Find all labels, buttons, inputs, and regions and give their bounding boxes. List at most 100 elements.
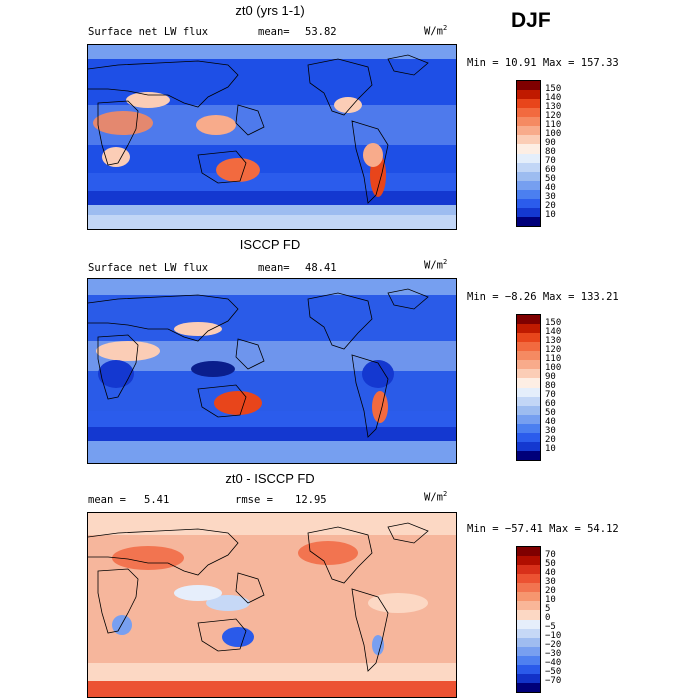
colorbar-cell — [517, 628, 540, 638]
colorbar-tick-label: 110 — [545, 119, 562, 130]
colorbar-cell — [517, 619, 540, 629]
colorbar-tick-label: 40 — [545, 183, 556, 194]
colorbar-tick-label: 100 — [545, 128, 562, 139]
colorbar-cell — [517, 682, 540, 692]
colorbar-cell — [517, 135, 540, 145]
colorbar-cell — [517, 450, 540, 460]
colorbar-cell — [517, 162, 540, 172]
colorbar-cell — [517, 126, 540, 136]
colorbar-tick-label: 10 — [545, 444, 556, 455]
panel-3-mean-value: 5.41 — [144, 494, 170, 506]
colorbar-cell — [517, 664, 540, 674]
colorbar-cell — [517, 153, 540, 163]
colorbar-cell — [517, 646, 540, 656]
panel-3-rmse-label: rmse = — [235, 494, 273, 506]
panel-1-mean-label: mean= — [258, 26, 290, 38]
colorbar-cell — [517, 583, 540, 593]
colorbar-tick-label: 40 — [545, 417, 556, 428]
colorbar-tick-label: 130 — [545, 335, 562, 346]
panel-3-units: W/m2 — [424, 490, 448, 504]
colorbar-cell — [517, 556, 540, 566]
colorbar-cell — [517, 144, 540, 154]
colorbar-tick-label: 150 — [545, 317, 562, 328]
colorbar-tick-label: 130 — [545, 101, 562, 112]
colorbar-tick-label: 80 — [545, 381, 556, 391]
colorbar-cell — [517, 441, 540, 451]
colorbar-cell — [517, 207, 540, 217]
colorbar-tick-label: 40 — [545, 567, 556, 578]
colorbar-cell — [517, 216, 540, 226]
panel-1-minmax: Min = 10.91 Max = 157.33 — [467, 57, 619, 69]
colorbar-cell — [517, 90, 540, 100]
colorbar-cell — [517, 171, 540, 181]
colorbar-cell — [517, 565, 540, 575]
colorbar-cell — [517, 396, 540, 406]
panel-3-colorbar — [516, 546, 541, 693]
colorbar-cell — [517, 405, 540, 415]
panel-1-colorbar — [516, 80, 541, 227]
panel-2-mean-label: mean= — [258, 262, 290, 274]
colorbar-cell — [517, 601, 540, 611]
colorbar-tick-label: 80 — [545, 147, 556, 157]
colorbar-cell — [517, 610, 540, 620]
colorbar-cell — [517, 547, 540, 557]
panel-3-title: zt0 - ISCCP FD — [225, 471, 315, 486]
panel-1-map — [87, 44, 457, 230]
colorbar-cell — [517, 342, 540, 352]
panel-2-variable-label: Surface net LW flux — [88, 262, 209, 274]
colorbar-cell — [517, 673, 540, 683]
colorbar-tick-label: 150 — [545, 83, 562, 94]
panel-1-variable-label: Surface net LW flux — [88, 26, 209, 38]
colorbar-tick-label: −20 — [545, 640, 562, 651]
colorbar-cell — [517, 81, 540, 91]
colorbar-tick-label: 20 — [545, 585, 556, 596]
colorbar-tick-label: 20 — [545, 201, 556, 212]
colorbar-tick-label: −50 — [545, 667, 562, 678]
colorbar-cell — [517, 655, 540, 665]
colorbar-cell — [517, 574, 540, 584]
colorbar-tick-label: 50 — [545, 174, 556, 185]
colorbar-tick-label: 140 — [545, 92, 562, 103]
colorbar-cell — [517, 592, 540, 602]
colorbar-tick-label: 90 — [545, 371, 556, 382]
colorbar-tick-label: 140 — [545, 326, 562, 337]
colorbar-cell — [517, 108, 540, 118]
colorbar-cell — [517, 351, 540, 361]
colorbar-tick-label: 10 — [545, 210, 556, 221]
colorbar-cell — [517, 369, 540, 379]
colorbar-tick-label: 50 — [545, 558, 556, 569]
panel-2-colorbar — [516, 314, 541, 461]
colorbar-cell — [517, 99, 540, 109]
panel-3-minmax: Min = −57.41 Max = 54.12 — [467, 523, 619, 535]
colorbar-tick-label: 60 — [545, 399, 556, 410]
colorbar-tick-label: 90 — [545, 137, 556, 148]
panel-3-rmse-value: 12.95 — [295, 494, 327, 506]
panel-2-title: ISCCP FD — [239, 237, 301, 252]
panel-3-mean-label: mean = — [88, 494, 126, 506]
colorbar-tick-label: 70 — [545, 156, 556, 167]
colorbar-tick-label: 110 — [545, 353, 562, 364]
colorbar-tick-label: −70 — [545, 676, 562, 687]
colorbar-cell — [517, 180, 540, 190]
colorbar-cell — [517, 414, 540, 424]
colorbar-tick-label: 120 — [545, 344, 562, 355]
colorbar-cell — [517, 360, 540, 370]
colorbar-tick-label: 60 — [545, 165, 556, 176]
colorbar-cell — [517, 637, 540, 647]
colorbar-cell — [517, 423, 540, 433]
colorbar-tick-label: 0 — [545, 613, 551, 623]
panel-1-units: W/m2 — [424, 24, 448, 38]
colorbar-tick-label: 50 — [545, 408, 556, 419]
panel-2-map — [87, 278, 457, 464]
colorbar-tick-label: 30 — [545, 192, 556, 203]
colorbar-cell — [517, 315, 540, 325]
colorbar-tick-label: 30 — [545, 576, 556, 587]
panel-2-minmax: Min = −8.26 Max = 133.21 — [467, 291, 619, 303]
colorbar-tick-label: 20 — [545, 435, 556, 446]
colorbar-tick-label: −30 — [545, 649, 562, 660]
colorbar-tick-label: −40 — [545, 658, 562, 669]
colorbar-tick-label: 100 — [545, 362, 562, 373]
colorbar-cell — [517, 324, 540, 334]
colorbar-tick-label: −10 — [545, 631, 562, 642]
panel-2-units: W/m2 — [424, 258, 448, 272]
